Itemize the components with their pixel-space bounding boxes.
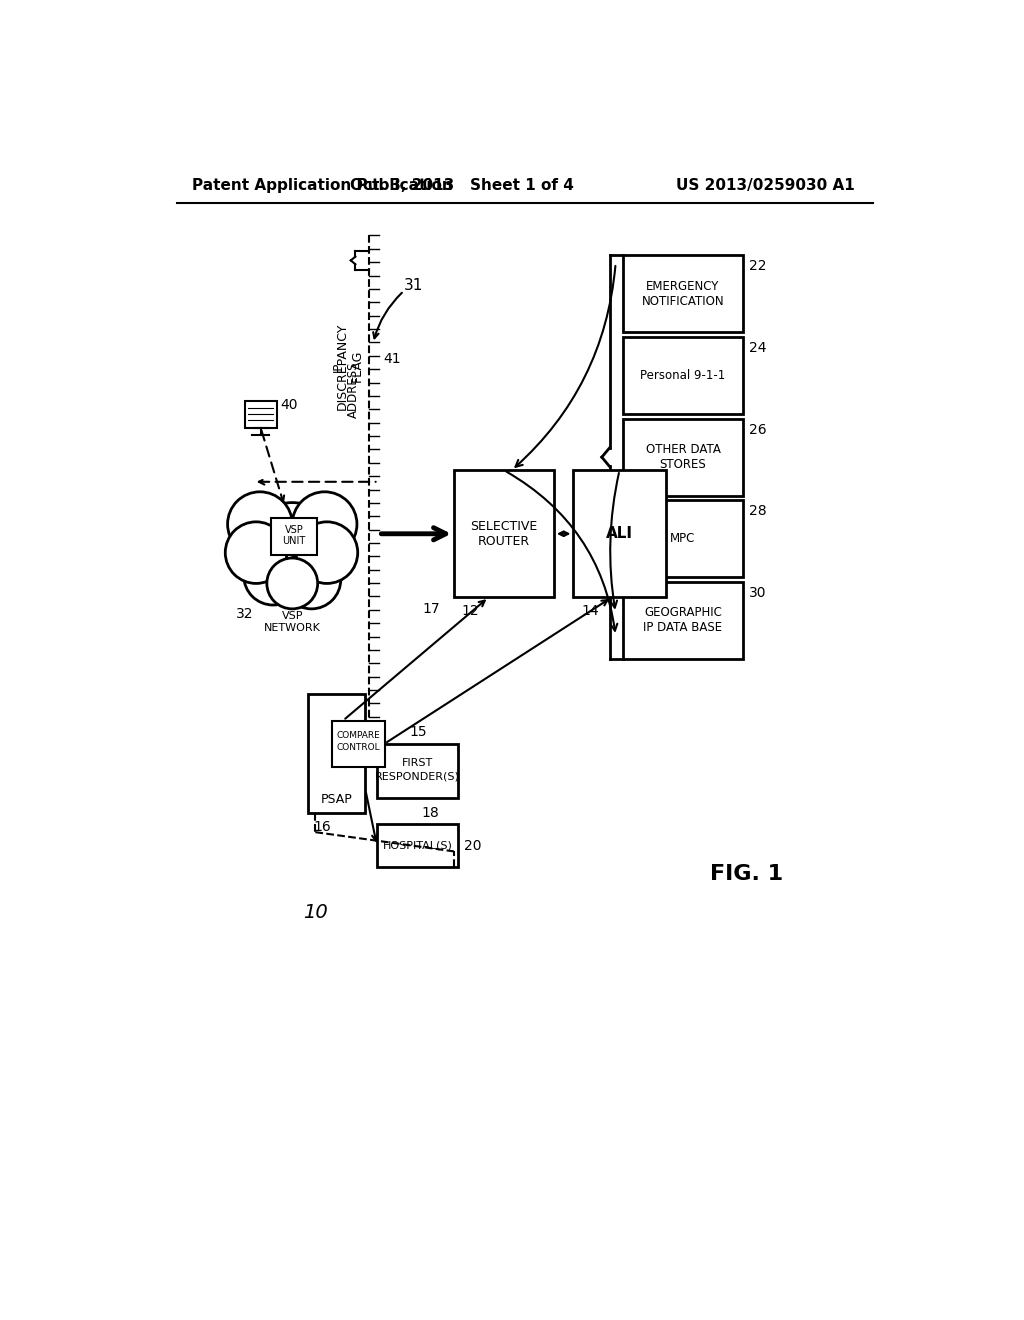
Bar (624, 418, 742, 496)
Bar (307, 693, 366, 813)
Text: 41: 41 (383, 351, 400, 366)
Text: 40: 40 (281, 399, 298, 412)
Text: 17: 17 (423, 602, 440, 616)
Text: ALI: ALI (606, 527, 633, 541)
Text: OTHER DATA
STORES: OTHER DATA STORES (645, 444, 721, 471)
Text: 32: 32 (236, 607, 253, 622)
Text: CONTROL: CONTROL (337, 743, 380, 752)
Text: EMERGENCY
NOTIFICATION: EMERGENCY NOTIFICATION (642, 280, 724, 308)
Text: 26: 26 (749, 422, 767, 437)
Bar (624, 337, 742, 414)
Text: 18: 18 (421, 807, 439, 820)
Text: 14: 14 (581, 605, 599, 618)
Text: Patent Application Publication: Patent Application Publication (193, 178, 453, 193)
Circle shape (283, 550, 341, 609)
Text: 28: 28 (749, 504, 767, 519)
Text: 12: 12 (462, 605, 479, 618)
Bar (454, 470, 554, 598)
Text: PSAP: PSAP (321, 792, 352, 805)
Circle shape (244, 546, 302, 605)
Bar (377, 743, 458, 797)
Bar (245, 401, 276, 428)
Circle shape (296, 521, 357, 583)
Text: MPC: MPC (671, 532, 695, 545)
Text: 30: 30 (749, 586, 766, 599)
Text: IP
ADDRESS: IP ADDRESS (332, 362, 360, 417)
Text: DISCREPANCY
FLAG: DISCREPANCY FLAG (336, 322, 364, 411)
Text: 10: 10 (303, 903, 328, 923)
Circle shape (267, 558, 317, 609)
Text: 16: 16 (313, 820, 332, 834)
Text: GEOGRAPHIC
IP DATA BASE: GEOGRAPHIC IP DATA BASE (643, 606, 723, 635)
Bar (624, 256, 742, 333)
Text: COMPARE: COMPARE (337, 731, 380, 741)
Text: US 2013/0259030 A1: US 2013/0259030 A1 (676, 178, 854, 193)
Bar (377, 825, 458, 867)
Text: HOSPITAL(S): HOSPITAL(S) (382, 841, 453, 850)
Text: VSP: VSP (285, 524, 303, 535)
Circle shape (225, 521, 287, 583)
Bar (270, 517, 316, 554)
Circle shape (227, 492, 292, 557)
Text: 15: 15 (410, 725, 427, 739)
Text: FIRST: FIRST (401, 758, 433, 768)
Text: RESPONDER(S): RESPONDER(S) (375, 772, 460, 781)
Text: Oct. 3, 2013   Sheet 1 of 4: Oct. 3, 2013 Sheet 1 of 4 (350, 178, 573, 193)
Bar (573, 470, 666, 598)
Text: 22: 22 (749, 259, 766, 273)
Bar (333, 721, 385, 767)
Circle shape (248, 503, 337, 591)
Bar (624, 500, 742, 577)
Text: 31: 31 (403, 279, 423, 293)
Text: 24: 24 (749, 341, 766, 355)
Text: VSP
NETWORK: VSP NETWORK (264, 611, 321, 632)
Text: 20: 20 (464, 838, 481, 853)
Circle shape (292, 492, 357, 557)
Text: SELECTIVE
ROUTER: SELECTIVE ROUTER (470, 520, 538, 548)
Text: Personal 9-1-1: Personal 9-1-1 (640, 370, 726, 381)
Text: FIG. 1: FIG. 1 (710, 865, 783, 884)
Text: UNIT: UNIT (283, 536, 305, 546)
Bar (624, 582, 742, 659)
